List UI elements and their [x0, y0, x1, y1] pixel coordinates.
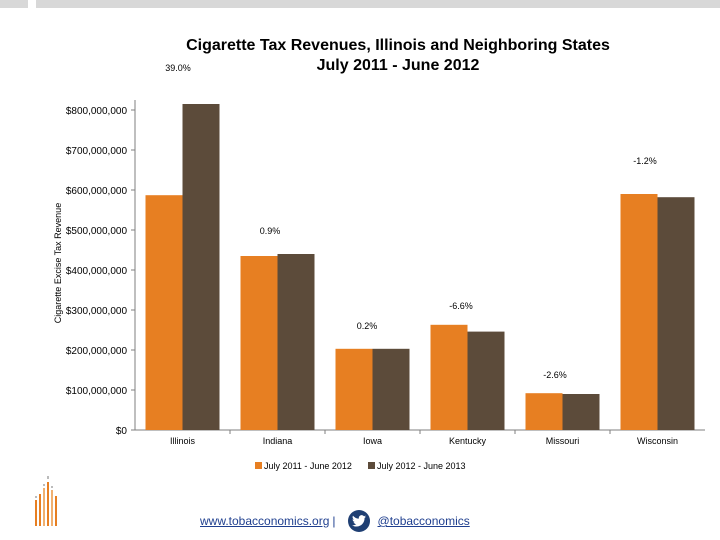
footer-separator: |: [332, 514, 336, 528]
y-tick-label: $500,000,000: [66, 226, 128, 237]
top-decor-bar: [0, 0, 720, 8]
y-tick-label: $700,000,000: [66, 146, 128, 157]
top-decor-segment: [36, 0, 720, 8]
y-tick-label: $0: [116, 426, 128, 437]
chart-title-line2: July 2011 - June 2012: [317, 57, 480, 74]
legend-label: July 2011 - June 2012: [264, 461, 352, 471]
twitter-handle-link[interactable]: @tobacconomics: [377, 514, 470, 528]
legend-swatch: [368, 462, 375, 469]
y-tick-label: $100,000,000: [66, 386, 128, 397]
bar-indiana-series-1: [240, 256, 278, 430]
bar-illinois-series-2: [182, 104, 220, 430]
percent-change-label: 39.0%: [165, 63, 191, 73]
x-tick-label: Kentucky: [449, 436, 487, 446]
x-tick-label: Illinois: [170, 436, 196, 446]
footer: www.tobacconomics.org | @tobacconomics: [200, 510, 470, 532]
bar-kentucky-series-1: [430, 324, 468, 430]
y-axis-label: Cigarette Excise Tax Revenue: [53, 203, 63, 323]
y-tick-label: $600,000,000: [66, 186, 128, 197]
x-tick-label: Indiana: [263, 436, 293, 446]
y-tick-label: $400,000,000: [66, 266, 128, 277]
chart-title-line1: Cigarette Tax Revenues, Illinois and Nei…: [186, 37, 610, 54]
website-link[interactable]: www.tobacconomics.org: [200, 514, 330, 528]
twitter-bird-icon[interactable]: [347, 510, 370, 532]
bars-group: [145, 104, 695, 430]
x-tick-label: Missouri: [546, 436, 580, 446]
top-decor-segment: [0, 0, 28, 8]
bar-kentucky-series-2: [467, 331, 505, 430]
percent-change-label: 0.9%: [260, 226, 281, 236]
y-tick-label: $200,000,000: [66, 346, 128, 357]
y-tick-label: $300,000,000: [66, 306, 128, 317]
legend-label: July 2012 - June 2013: [377, 461, 466, 471]
bar-wisconsin-series-1: [620, 194, 658, 430]
bar-iowa-series-2: [372, 348, 410, 430]
bar-missouri-series-2: [562, 394, 600, 430]
bar-iowa-series-1: [335, 348, 373, 430]
x-axis-labels: Illinois Indiana Iowa Kentucky Missouri Wisco…: [170, 430, 678, 446]
x-tick-label: Iowa: [363, 436, 382, 446]
bar-missouri-series-1: [525, 393, 563, 430]
annotations-group: 39.0% 0.9% 0.2% -6.6% -2.6% -1.2%: [165, 63, 657, 380]
y-tick-label: $800,000,000: [66, 106, 128, 117]
tobacconomics-logo-icon: [35, 476, 57, 526]
percent-change-label: -1.2%: [633, 156, 657, 166]
legend: July 2011 - June 2012 July 2012 - June 20…: [255, 461, 466, 471]
bar-indiana-series-2: [277, 254, 315, 430]
bar-chart: Cigarette Tax Revenues, Illinois and Nei…: [53, 37, 705, 471]
legend-swatch: [255, 462, 262, 469]
bar-illinois-series-1: [145, 195, 183, 430]
bar-wisconsin-series-2: [657, 197, 695, 430]
x-tick-label: Wisconsin: [637, 436, 678, 446]
percent-change-label: 0.2%: [357, 321, 378, 331]
percent-change-label: -6.6%: [449, 301, 473, 311]
percent-change-label: -2.6%: [543, 370, 567, 380]
